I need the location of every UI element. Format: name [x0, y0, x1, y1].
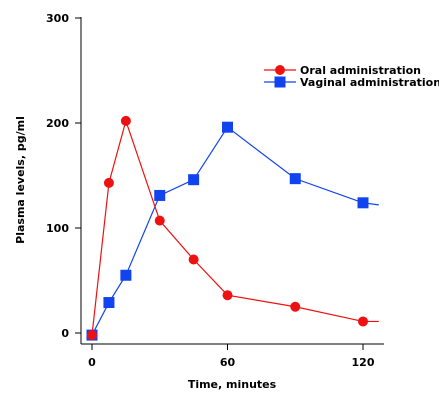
data-point	[120, 115, 131, 126]
data-point	[289, 173, 301, 185]
data-point	[154, 189, 166, 201]
x-tick-label: 120	[352, 356, 375, 369]
legend-item: Vaginal administration	[264, 76, 439, 89]
series-line	[91, 118, 379, 336]
data-point	[290, 301, 301, 312]
y-ticks: 0 100 200 300	[46, 12, 81, 340]
plot-area: 0 100 200 300 0 60 120	[46, 12, 384, 369]
data-point	[357, 197, 369, 209]
data-point	[103, 297, 115, 309]
series-oral	[87, 115, 379, 341]
data-point	[120, 269, 132, 281]
legend-label: Vaginal administration	[300, 76, 439, 89]
data-point	[87, 330, 97, 341]
data-point	[358, 316, 368, 327]
y-tick-label: 0	[61, 327, 69, 340]
legend-marker	[274, 76, 286, 88]
series-vaginal	[86, 121, 379, 341]
data-point	[103, 177, 114, 188]
y-tick-label: 300	[46, 12, 69, 25]
data-point	[188, 174, 200, 186]
legend-item: Oral administration	[264, 64, 421, 77]
y-tick-label: 200	[46, 117, 69, 130]
y-tick-label: 100	[46, 222, 69, 235]
series-line	[91, 126, 379, 336]
data-point	[222, 121, 233, 133]
data-point	[222, 290, 233, 301]
x-tick-label: 60	[220, 356, 236, 369]
data-point	[154, 215, 165, 226]
x-axis-label: Time, minutes	[188, 378, 277, 391]
x-ticks: 0 60 120	[88, 344, 375, 369]
y-axis-label: Plasma levels, pg/ml	[14, 116, 27, 244]
legend-marker	[275, 65, 285, 75]
series-layer	[86, 115, 379, 341]
legend-label: Oral administration	[300, 64, 421, 77]
data-point	[188, 254, 199, 265]
x-tick-label: 0	[88, 356, 96, 369]
